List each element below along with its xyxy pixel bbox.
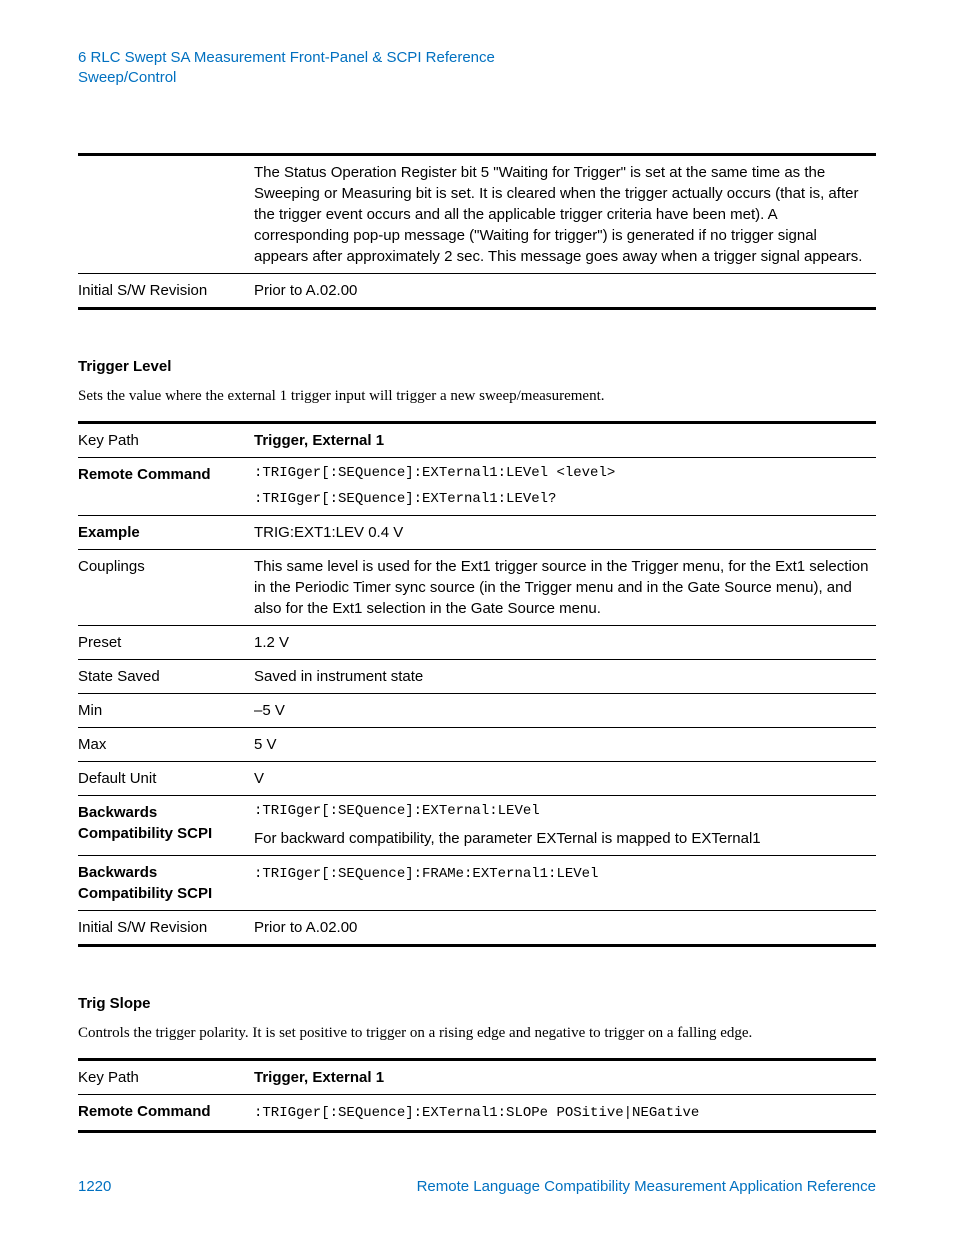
- breadcrumb-line1: 6 RLC Swept SA Measurement Front-Panel &…: [78, 48, 876, 68]
- table-row: Backwards Compatibility SCPI:TRIGger[:SE…: [78, 796, 876, 856]
- param-table-3: Key PathTrigger, External 1Remote Comman…: [78, 1058, 876, 1133]
- param-key: Remote Command: [78, 1095, 254, 1132]
- param-value: Prior to A.02.00: [254, 910, 876, 945]
- param-value: :TRIGger[:SEQuence]:EXTernal:LEVelFor ba…: [254, 796, 876, 856]
- param-value: Prior to A.02.00: [254, 273, 876, 308]
- param-table-2: Key PathTrigger, External 1Remote Comman…: [78, 421, 876, 947]
- param-key: Key Path: [78, 423, 254, 458]
- param-key: Max: [78, 728, 254, 762]
- table-row: Remote Command:TRIGger[:SEQuence]:EXTern…: [78, 1095, 876, 1132]
- param-key: Backwards Compatibility SCPI: [78, 796, 254, 856]
- table-row: The Status Operation Register bit 5 "Wai…: [78, 154, 876, 273]
- body-text-trig-slope: Controls the trigger polarity. It is set…: [78, 1022, 876, 1045]
- breadcrumb: 6 RLC Swept SA Measurement Front-Panel &…: [78, 48, 876, 89]
- body-text-trigger-level: Sets the value where the external 1 trig…: [78, 385, 876, 408]
- param-value: :TRIGger[:SEQuence]:EXTernal1:LEVel <lev…: [254, 458, 876, 516]
- param-value: 5 V: [254, 728, 876, 762]
- param-key: Backwards Compatibility SCPI: [78, 855, 254, 910]
- table-row: Initial S/W RevisionPrior to A.02.00: [78, 910, 876, 945]
- table-row: CouplingsThis same level is used for the…: [78, 550, 876, 626]
- param-value: Saved in instrument state: [254, 660, 876, 694]
- table-row: Backwards Compatibility SCPI:TRIGger[:SE…: [78, 855, 876, 910]
- param-value: –5 V: [254, 694, 876, 728]
- param-table-1-body: The Status Operation Register bit 5 "Wai…: [78, 154, 876, 308]
- param-key: Preset: [78, 626, 254, 660]
- section-title-trigger-level: Trigger Level: [78, 358, 876, 375]
- section-title-trig-slope: Trig Slope: [78, 995, 876, 1012]
- page-number: 1220: [78, 1178, 111, 1195]
- param-key: Example: [78, 516, 254, 550]
- param-key: [78, 154, 254, 273]
- param-key: Initial S/W Revision: [78, 910, 254, 945]
- doc-title: Remote Language Compatibility Measuremen…: [417, 1178, 876, 1195]
- param-table-2-body: Key PathTrigger, External 1Remote Comman…: [78, 423, 876, 946]
- param-value: :TRIGger[:SEQuence]:FRAMe:EXTernal1:LEVe…: [254, 855, 876, 910]
- param-key: Initial S/W Revision: [78, 273, 254, 308]
- table-row: State SavedSaved in instrument state: [78, 660, 876, 694]
- param-value: :TRIGger[:SEQuence]:EXTernal1:SLOPe POSi…: [254, 1095, 876, 1132]
- param-key: Couplings: [78, 550, 254, 626]
- param-value: This same level is used for the Ext1 tri…: [254, 550, 876, 626]
- param-table-3-body: Key PathTrigger, External 1Remote Comman…: [78, 1060, 876, 1132]
- param-value: The Status Operation Register bit 5 "Wai…: [254, 154, 876, 273]
- table-row: ExampleTRIG:EXT1:LEV 0.4 V: [78, 516, 876, 550]
- table-row: Min–5 V: [78, 694, 876, 728]
- param-key: Remote Command: [78, 458, 254, 516]
- table-row: Remote Command:TRIGger[:SEQuence]:EXTern…: [78, 458, 876, 516]
- param-value: 1.2 V: [254, 626, 876, 660]
- table-row: Key PathTrigger, External 1: [78, 1060, 876, 1095]
- param-value: V: [254, 762, 876, 796]
- table-row: Key PathTrigger, External 1: [78, 423, 876, 458]
- table-row: Max5 V: [78, 728, 876, 762]
- table-row: Preset1.2 V: [78, 626, 876, 660]
- param-key: Default Unit: [78, 762, 254, 796]
- param-value: Trigger, External 1: [254, 423, 876, 458]
- breadcrumb-line2: Sweep/Control: [78, 68, 876, 88]
- param-key: Key Path: [78, 1060, 254, 1095]
- param-table-1: The Status Operation Register bit 5 "Wai…: [78, 153, 876, 310]
- param-value: Trigger, External 1: [254, 1060, 876, 1095]
- page-footer: 1220 Remote Language Compatibility Measu…: [78, 1178, 876, 1195]
- table-row: Default UnitV: [78, 762, 876, 796]
- param-key: State Saved: [78, 660, 254, 694]
- param-key: Min: [78, 694, 254, 728]
- param-value: TRIG:EXT1:LEV 0.4 V: [254, 516, 876, 550]
- table-row: Initial S/W RevisionPrior to A.02.00: [78, 273, 876, 308]
